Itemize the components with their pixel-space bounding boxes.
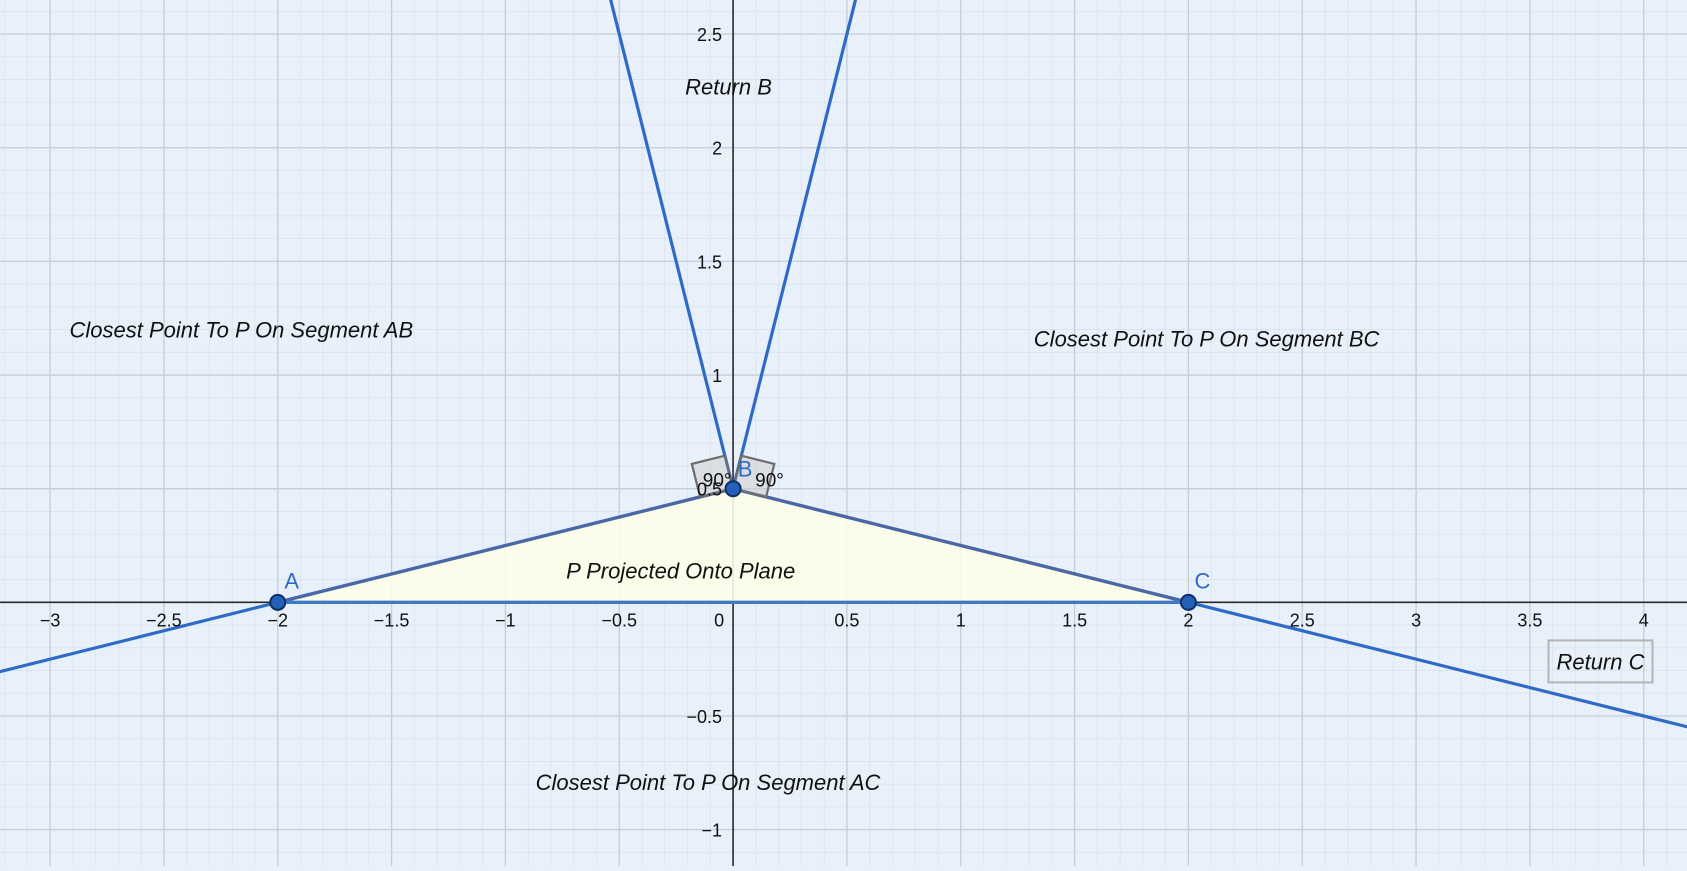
ray-from-b-right — [731, 0, 858, 491]
region-return-b: Return B — [685, 74, 772, 99]
y-tick-label: 2 — [712, 139, 722, 159]
point-a-label: A — [284, 568, 299, 593]
x-tick-label: 2 — [1183, 610, 1193, 630]
right-angle-marker-left — [690, 454, 735, 499]
shapes — [0, 0, 1687, 729]
x-tick-label: −0.5 — [601, 610, 637, 630]
region-closest-ab: Closest Point To P On Segment AB — [70, 318, 414, 343]
y-tick-label: −0.5 — [687, 707, 723, 727]
x-tick-label: 3.5 — [1517, 610, 1542, 630]
ray-from-c — [1186, 600, 1687, 729]
region-closest-bc: Closest Point To P On Segment BC — [1034, 327, 1380, 352]
y-tick-label: 0.5 — [697, 480, 722, 500]
x-tick-label: −1.5 — [374, 610, 410, 630]
region-projected: P Projected Onto Plane — [566, 559, 795, 584]
y-tick-label: 2.5 — [697, 25, 722, 45]
point-b[interactable] — [724, 480, 742, 498]
ray-from-a — [0, 600, 280, 674]
point-a[interactable] — [269, 593, 287, 611]
region-return-c: Return C — [1556, 649, 1644, 674]
x-tick-label: 1 — [956, 610, 966, 630]
y-tick-label: 1.5 — [697, 252, 722, 272]
ray-from-b-left — [609, 0, 735, 491]
point-c-label: C — [1194, 568, 1210, 593]
point-b-label: B — [738, 457, 753, 482]
x-tick-label: −1 — [495, 610, 516, 630]
x-tick-label: 0 — [714, 610, 724, 630]
tick-labels: −3 −2.5 −2 −1.5 −1 −0.5 0 0.5 1 1.5 2 2.5 3 3.5 4 2.5 2 1… — [40, 25, 1649, 841]
y-tick-label: −1 — [702, 821, 723, 841]
edge-bc — [731, 486, 1191, 605]
point-c[interactable] — [1179, 593, 1197, 611]
x-tick-label: 4 — [1639, 610, 1649, 630]
edge-ab — [276, 486, 735, 605]
region-return-c-box — [1547, 639, 1654, 684]
y-tick-label: 1 — [712, 366, 722, 386]
x-tick-label: −2.5 — [146, 610, 182, 630]
x-tick-label: −3 — [40, 610, 61, 630]
triangle-abc — [277, 488, 1189, 603]
x-tick-label: −2 — [267, 610, 288, 630]
x-tick-label: 0.5 — [834, 610, 859, 630]
right-angle-marker-right — [731, 454, 776, 499]
region-closest-ac: Closest Point To P On Segment AC — [536, 770, 881, 795]
x-tick-label: 1.5 — [1062, 610, 1087, 630]
annotations: 90° 90° Return B Closest Point To P On Segm… — [70, 74, 1654, 795]
x-tick-label: 2.5 — [1290, 610, 1315, 630]
angle-right: 90° — [755, 470, 784, 491]
x-tick-label: 3 — [1411, 610, 1421, 630]
angle-left: 90° — [703, 470, 732, 491]
points: A B C — [269, 457, 1210, 611]
